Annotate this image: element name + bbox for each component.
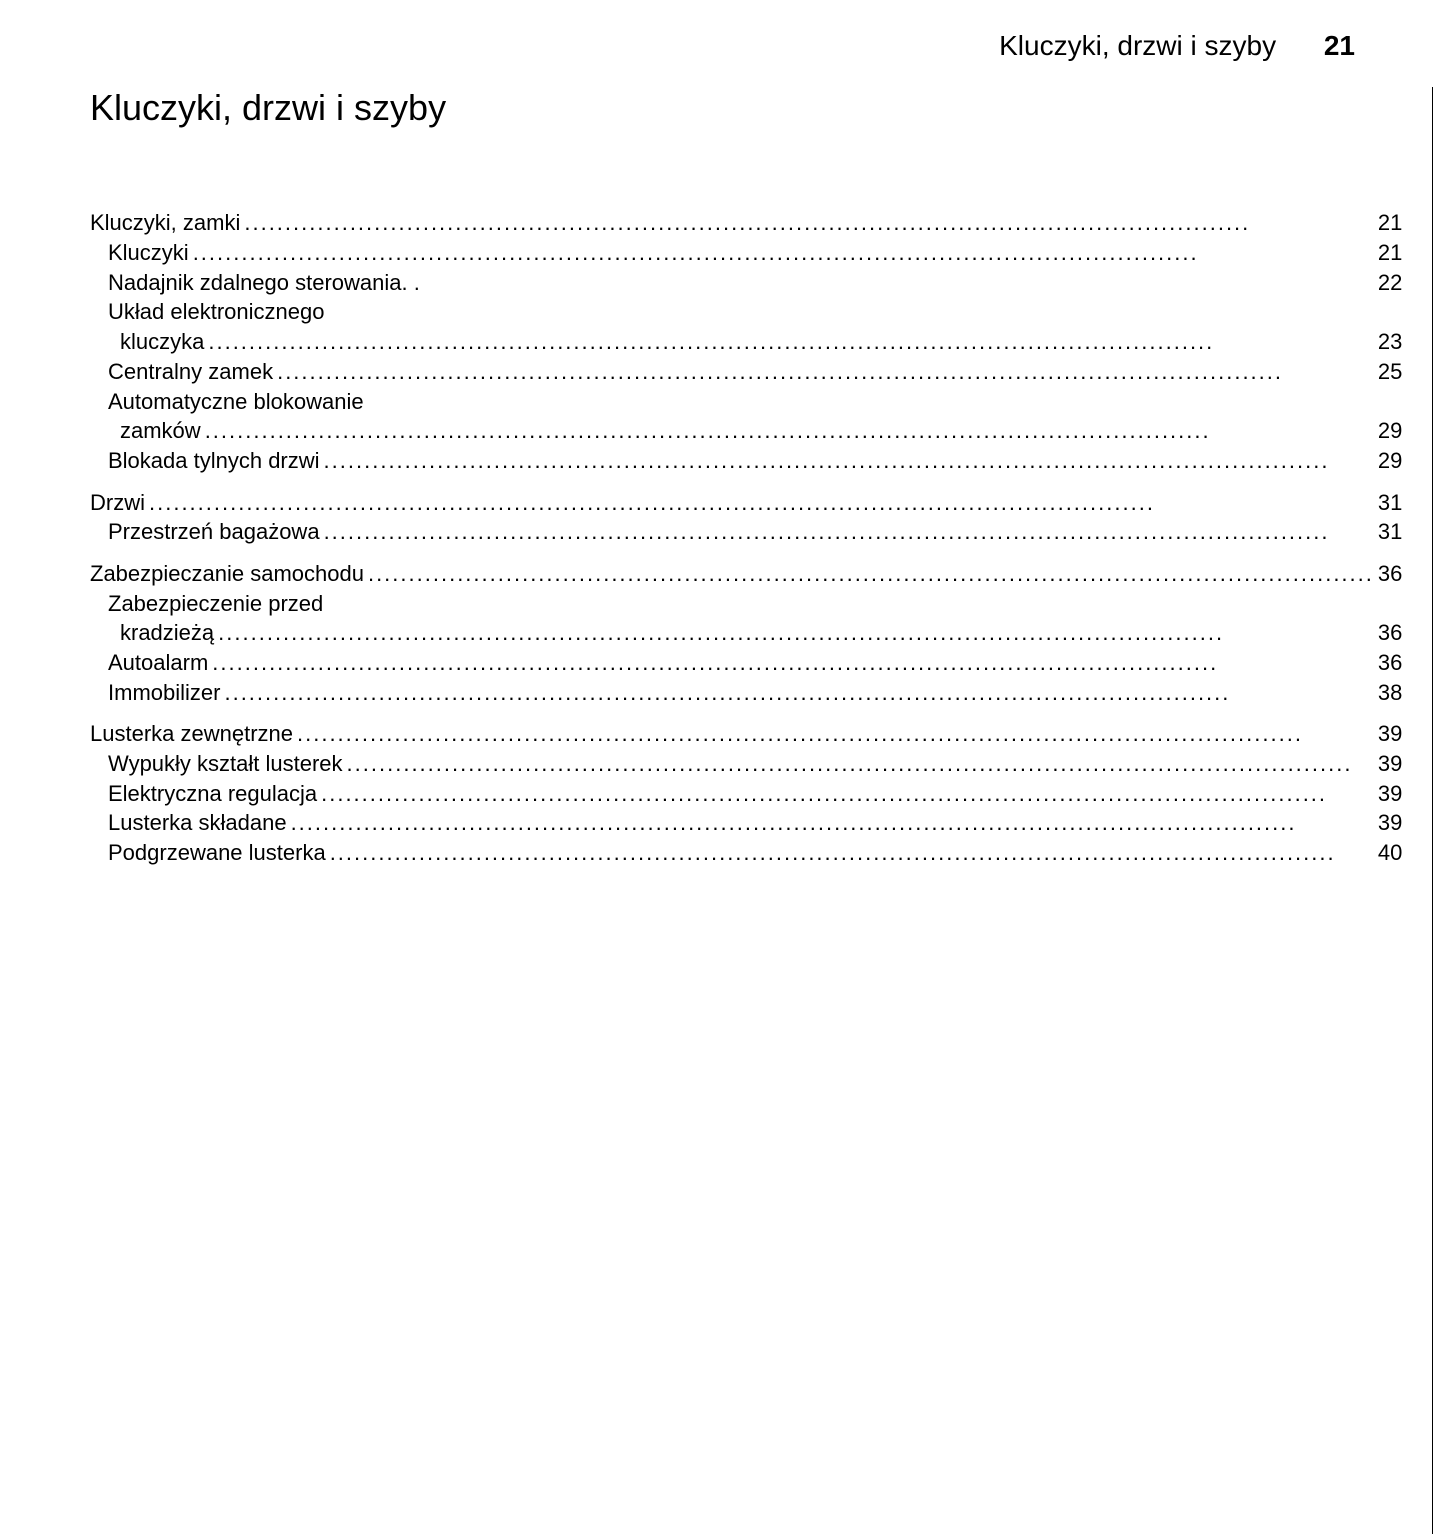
toc-leader [212,648,1374,678]
toc-leader [368,559,1374,589]
toc-label: Przestrzeń bagażowa [108,517,320,547]
toc-page: 36 [1378,559,1402,589]
toc-label: Nadajnik zdalnego sterowania [108,268,402,298]
toc-page: 29 [1378,446,1402,476]
toc-group: Drzwi 31 Przestrzeń bagażowa 31 [90,488,1402,547]
running-header: Kluczyki, drzwi i szyby 21 [60,30,1385,62]
toc-group: Kluczyki, zamki21Kluczyki21Nadajnik zdal… [90,208,1402,475]
toc-entry: Centralny zamek 25 [90,357,1402,387]
columns: Kluczyki, drzwi i szyby Kluczyki, zamki2… [60,87,1385,1534]
toc-leader [291,808,1374,838]
toc-leader [324,517,1374,547]
toc-label: Elektryczna regulacja [108,779,317,809]
toc-entry: Immobilizer 38 [90,678,1402,708]
toc-leader [244,208,1374,238]
toc-group: Zabezpieczanie samochodu 36 Zabezpieczenie… [90,559,1402,707]
toc-label: Lusterka zewnętrzne [90,719,293,749]
toc-label: Kluczyki [108,238,189,268]
toc-entry: kluczyka 23 [90,327,1402,357]
toc-entry: Elektryczna regulacja 39 [90,779,1402,809]
toc-page: 29 [1378,416,1402,446]
toc-leader [347,749,1374,779]
toc-entry: Kluczyki 21 [90,238,1402,268]
toc-label: Blokada tylnych drzwi [108,446,320,476]
page: Kluczyki, drzwi i szyby 21 Kluczyki, drz… [0,0,1445,965]
toc-entry: Zabezpieczenie przed [90,589,1402,619]
toc-page: 40 [1378,838,1402,868]
header-page-number: 21 [1324,30,1355,61]
toc-label: Kluczyki, zamki [90,208,240,238]
toc-group: Lusterka zewnętrzne39Wypukły kształt lus… [90,719,1402,867]
toc-entry: Blokada tylnych drzwi 29 [90,446,1402,476]
header-title: Kluczyki, drzwi i szyby [999,30,1276,61]
toc-leader [224,678,1373,708]
toc-leader [193,238,1374,268]
toc-label: Układ elektronicznego [108,297,324,327]
toc-leader [297,719,1374,749]
toc-entry: zamków 29 [90,416,1402,446]
toc-label: Lusterka składane [108,808,287,838]
toc-entry: Przestrzeń bagażowa 31 [90,517,1402,547]
toc-label: Centralny zamek [108,357,273,387]
toc-entry: Nadajnik zdalnego sterowania . . 22 [90,268,1402,298]
toc-entry: Autoalarm 36 [90,648,1402,678]
toc-label: Drzwi [90,488,145,518]
toc-leader [321,779,1374,809]
toc-label: kradzieżą [120,618,214,648]
toc-label: Wypukły kształt lusterek [108,749,343,779]
toc-entry: Automatyczne blokowanie [90,387,1402,417]
toc-page: 25 [1378,357,1402,387]
toc-leader [208,327,1374,357]
toc-entry: Układ elektronicznego [90,297,1402,327]
toc-page: 31 [1378,517,1402,547]
toc-leader [205,416,1374,446]
toc-entry: Podgrzewane lusterka 40 [90,838,1402,868]
toc-page: 21 [1378,238,1402,268]
toc-leader [330,838,1374,868]
toc-label: Immobilizer [108,678,220,708]
toc-label: Zabezpieczanie samochodu [90,559,364,589]
column-1: Kluczyki, drzwi i szyby Kluczyki, zamki 2… [60,87,1433,1534]
toc-entry: Lusterka zewnętrzne 39 [90,719,1402,749]
toc-page: 38 [1378,678,1402,708]
toc-entry: Zabezpieczanie samochodu 36 [90,559,1402,589]
toc-page: 36 [1378,618,1402,648]
toc-page: 31 [1378,488,1402,518]
toc-label: Podgrzewane lusterka [108,838,326,868]
toc-leader [218,618,1374,648]
toc-label: Autoalarm [108,648,208,678]
toc-page: 23 [1378,327,1402,357]
toc-leader [277,357,1374,387]
toc-label: zamków [120,416,201,446]
toc-label: Automatyczne blokowanie [108,387,364,417]
toc-page: 21 [1378,208,1402,238]
toc-entry: Drzwi 31 [90,488,1402,518]
toc-leader [324,446,1374,476]
chapter-title: Kluczyki, drzwi i szyby [90,87,1402,128]
toc-page: 22 [1378,268,1402,298]
toc-entry: Kluczyki, zamki 21 [90,208,1402,238]
toc-page: 39 [1378,779,1402,809]
toc-page: 36 [1378,648,1402,678]
toc-column-1: Kluczyki, zamki21Kluczyki21Nadajnik zdal… [90,208,1402,867]
toc-leader [149,488,1374,518]
toc-leader: . . [402,268,420,298]
toc-label: Zabezpieczenie przed [108,589,323,619]
column-2: Lusterka wewnętrzne40Ręczne przyciemnian… [1433,87,1445,1534]
toc-entry: kradzieżą 36 [90,618,1402,648]
toc-page: 39 [1378,808,1402,838]
toc-entry: Lusterka składane 39 [90,808,1402,838]
toc-page: 39 [1378,719,1402,749]
toc-page: 39 [1378,749,1402,779]
toc-label: kluczyka [120,327,204,357]
toc-entry: Wypukły kształt lusterek 39 [90,749,1402,779]
